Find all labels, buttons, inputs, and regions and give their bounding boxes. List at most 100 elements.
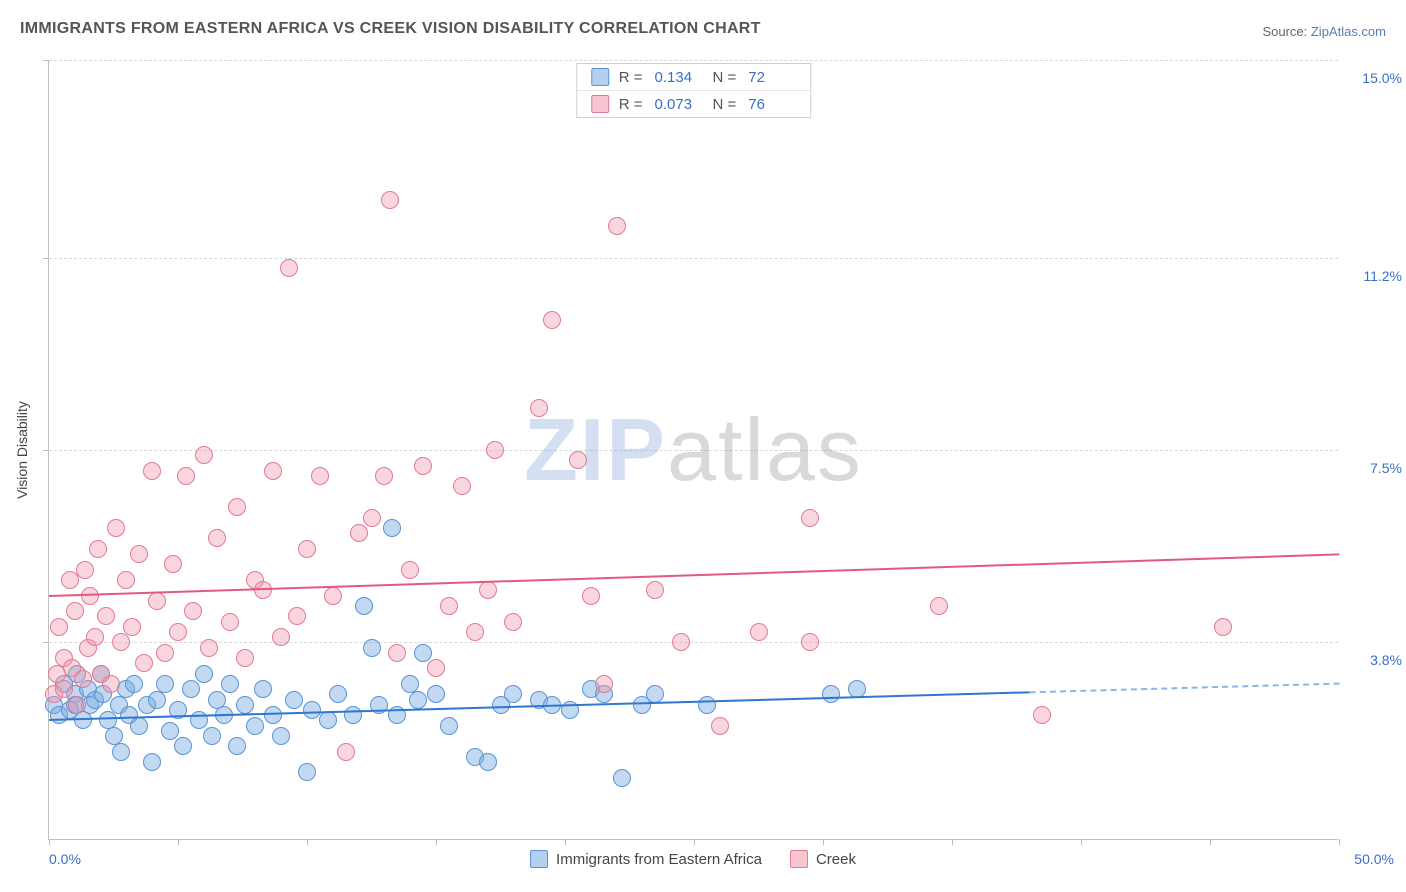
correlation-row-creek: R = 0.073 N = 76: [577, 90, 811, 117]
source-attribution: Source: ZipAtlas.com: [1262, 24, 1386, 39]
data-point: [672, 633, 690, 651]
data-point: [208, 529, 226, 547]
y-tick: [43, 258, 49, 259]
data-point: [184, 602, 202, 620]
data-point: [169, 623, 187, 641]
data-point: [337, 743, 355, 761]
source-prefix: Source:: [1262, 24, 1310, 39]
data-point: [414, 457, 432, 475]
data-point: [311, 467, 329, 485]
data-point: [221, 675, 239, 693]
gridline: [49, 450, 1338, 451]
y-tick: [43, 60, 49, 61]
series-legend: Immigrants from Eastern Africa Creek: [530, 850, 856, 868]
data-point: [174, 737, 192, 755]
data-point: [203, 727, 221, 745]
plot-area: ZIPatlas R = 0.134 N = 72 R = 0.073 N = …: [48, 60, 1338, 840]
data-point: [112, 633, 130, 651]
data-point: [66, 602, 84, 620]
data-point: [388, 644, 406, 662]
data-point: [329, 685, 347, 703]
n-value-creek: 76: [748, 96, 796, 113]
plot-canvas: ZIPatlas R = 0.134 N = 72 R = 0.073 N = …: [48, 60, 1338, 840]
data-point: [801, 509, 819, 527]
correlation-legend: R = 0.134 N = 72 R = 0.073 N = 76: [576, 63, 812, 118]
data-point: [344, 706, 362, 724]
x-tick: [694, 839, 695, 845]
legend-label-creek: Creek: [816, 851, 856, 868]
data-point: [125, 675, 143, 693]
data-point: [221, 613, 239, 631]
data-point: [375, 467, 393, 485]
x-tick: [49, 839, 50, 845]
data-point: [582, 587, 600, 605]
y-tick: [43, 642, 49, 643]
swatch-pink-icon: [790, 850, 808, 868]
data-point: [236, 696, 254, 714]
data-point: [440, 597, 458, 615]
legend-item-creek: Creek: [790, 850, 856, 868]
n-label: N =: [713, 96, 737, 113]
data-point: [228, 737, 246, 755]
data-point: [76, 561, 94, 579]
source-link[interactable]: ZipAtlas.com: [1311, 24, 1386, 39]
data-point: [479, 753, 497, 771]
data-point: [254, 581, 272, 599]
chart-title: IMMIGRANTS FROM EASTERN AFRICA VS CREEK …: [20, 20, 761, 38]
data-point: [822, 685, 840, 703]
x-min-label: 0.0%: [49, 851, 81, 867]
data-point: [182, 680, 200, 698]
data-point: [381, 191, 399, 209]
y-tick-label: 15.0%: [1362, 70, 1402, 86]
data-point: [236, 649, 254, 667]
data-point: [86, 628, 104, 646]
data-point: [74, 711, 92, 729]
data-point: [350, 524, 368, 542]
y-tick-label: 11.2%: [1363, 268, 1402, 284]
data-point: [595, 675, 613, 693]
data-point: [200, 639, 218, 657]
data-point: [427, 685, 445, 703]
data-point: [414, 644, 432, 662]
y-tick: [43, 450, 49, 451]
data-point: [363, 639, 381, 657]
data-point: [1033, 706, 1051, 724]
data-point: [613, 769, 631, 787]
r-value-creek: 0.073: [655, 96, 703, 113]
data-point: [363, 509, 381, 527]
data-point: [130, 545, 148, 563]
data-point: [123, 618, 141, 636]
y-tick-label: 3.8%: [1370, 652, 1402, 668]
x-tick: [565, 839, 566, 845]
data-point: [409, 691, 427, 709]
data-point: [440, 717, 458, 735]
r-label: R =: [619, 96, 643, 113]
gridline: [49, 60, 1338, 61]
n-value-eastern-africa: 72: [748, 69, 796, 86]
data-point: [930, 597, 948, 615]
correlation-row-eastern-africa: R = 0.134 N = 72: [577, 64, 811, 90]
data-point: [355, 597, 373, 615]
data-point: [750, 623, 768, 641]
data-point: [164, 555, 182, 573]
data-point: [74, 670, 92, 688]
data-point: [161, 722, 179, 740]
data-point: [143, 753, 161, 771]
swatch-blue-icon: [530, 850, 548, 868]
data-point: [608, 217, 626, 235]
data-point: [156, 644, 174, 662]
data-point: [143, 462, 161, 480]
data-point: [195, 446, 213, 464]
x-max-label: 50.0%: [1354, 851, 1394, 867]
data-point: [130, 717, 148, 735]
data-point: [319, 711, 337, 729]
x-tick: [1210, 839, 1211, 845]
data-point: [711, 717, 729, 735]
data-point: [504, 685, 522, 703]
data-point: [383, 519, 401, 537]
data-point: [148, 592, 166, 610]
gridline: [49, 258, 1338, 259]
data-point: [288, 607, 306, 625]
data-point: [646, 581, 664, 599]
swatch-blue-icon: [591, 68, 609, 86]
